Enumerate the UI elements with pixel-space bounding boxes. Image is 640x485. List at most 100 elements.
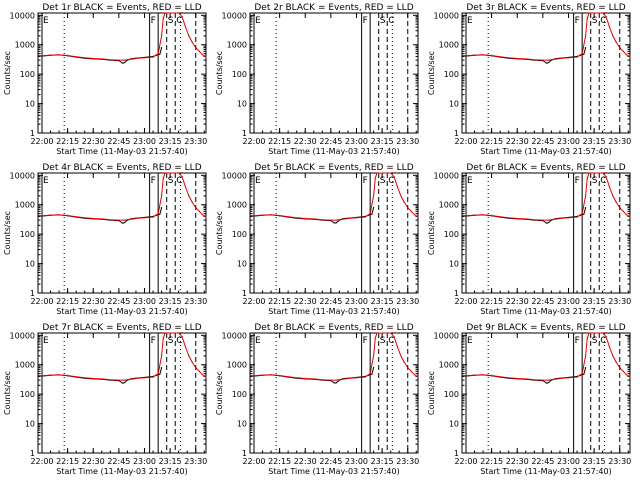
series-point-lld [157,213,159,215]
x-tick-label: 22:00 [454,457,477,466]
series-point-lld [279,374,281,377]
series-point-events [335,382,337,384]
series-point-lld [191,361,193,364]
x-tick-label: 23:15 [371,137,394,146]
x-tick-label: 23:00 [557,297,580,306]
series-point-lld [550,59,553,61]
panel-title: Det 3r BLACK = Events, RED = LLD [466,3,625,13]
x-tick-label: 23:00 [345,137,368,146]
series-point-lld [588,172,590,174]
series-point-lld [178,172,180,174]
series-point-lld [67,374,69,377]
series-point-lld [576,56,578,58]
x-tick-label: 23:00 [557,137,580,146]
series-point-lld [482,54,484,56]
series-point-lld [330,219,332,221]
series-point-lld [499,216,501,218]
series-point-lld [374,177,376,179]
y-tick-label: 10000 [10,171,35,180]
series-point-lld [482,214,484,216]
y-tick-label: 10 [237,420,247,429]
series-point-lld [584,355,587,357]
x-tick-label: 22:45 [107,297,130,306]
series-point-lld [608,186,611,188]
x-tick-label: 23:30 [184,137,207,146]
plot-frame [37,332,207,454]
series-point-lld [567,217,570,219]
series-point-lld [605,176,607,178]
x-axis-label: Start Time (11-May-03 21:57:40) [268,147,399,156]
series-point-lld [625,214,628,216]
marker-c: C [600,16,606,26]
series-point-lld [473,54,476,56]
series-point-lld [135,377,137,380]
plot-frame [461,172,631,294]
series-point-lld [109,219,111,221]
series-point-events [545,222,547,224]
series-point-lld [396,186,399,188]
x-tick-label: 22:45 [107,137,130,146]
panel-3: Det 3r BLACK = Events, RED = LLD 1 10 100 10… [427,3,631,156]
series-point-lld [567,377,570,379]
y-tick-label: 1000 [15,201,35,210]
series-point-lld [205,375,207,378]
series-point-lld [516,57,518,60]
series-lld [38,12,207,61]
series-point-lld [525,378,527,380]
series-point-lld [270,214,272,216]
series-point-lld [188,35,190,37]
series-point-events [371,213,373,215]
series-point-lld [602,12,604,14]
series-point-lld [542,379,544,381]
series-point-events [333,382,335,384]
series-point-lld [629,55,631,58]
series-point-events [547,222,549,224]
series-point-lld [321,379,323,381]
series-point-lld [413,374,416,376]
series-point-lld [321,219,323,221]
marker-e: E [43,16,49,26]
marker-s: S [592,176,598,186]
x-tick-label: 22:00 [30,137,53,146]
marker-c: C [176,16,182,26]
series-point-lld [338,379,341,381]
series-point-lld [191,201,193,204]
series-point-lld [612,195,614,197]
marker-s: S [380,336,386,346]
series-point-lld [162,177,164,179]
series-point-lld [205,215,207,218]
series-point-events [123,62,125,64]
series-lld [250,332,419,381]
panel-title: Det 9r BLACK = Events, RED = LLD [466,323,625,333]
series-point-events [333,222,335,224]
series-point-events [159,213,161,215]
series-point-lld [118,59,120,61]
series-point-lld [473,374,476,376]
series-point-lld [629,215,631,218]
x-tick-label: 22:15 [480,457,503,466]
series-point-lld [249,214,252,217]
series-point-events [584,366,587,369]
series-point-lld [602,332,604,334]
series-point-lld [123,219,125,221]
y-tick-label: 100 [444,230,459,239]
x-tick-label: 22:00 [454,297,477,306]
series-point-lld [157,373,159,375]
series-point-lld [364,216,366,218]
marker-f: F [363,336,368,346]
x-tick-label: 22:30 [294,137,317,146]
series-point-lld [615,41,617,44]
panel-6: Det 6r BLACK = Events, RED = LLD 1 10 100 10… [427,163,631,316]
series-point-lld [198,50,200,52]
series-point-lld [201,54,204,56]
x-tick-label: 22:15 [480,137,503,146]
series-point-events [547,62,549,64]
series-point-lld [287,216,289,218]
x-tick-label: 22:00 [454,137,477,146]
y-tick-label: 10000 [434,331,459,340]
x-tick-label: 23:30 [184,457,207,466]
series-point-lld [410,370,412,372]
y-tick-label: 1 [454,289,459,298]
x-tick-label: 22:15 [56,457,79,466]
series-point-lld [198,370,200,372]
